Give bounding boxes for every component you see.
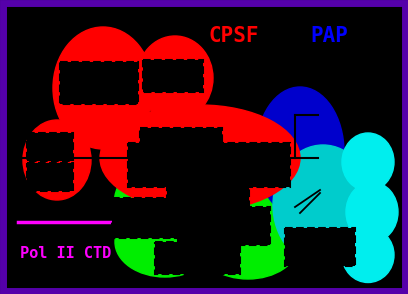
- FancyBboxPatch shape: [155, 242, 240, 274]
- FancyBboxPatch shape: [128, 143, 290, 187]
- Ellipse shape: [137, 36, 213, 120]
- Ellipse shape: [273, 145, 373, 265]
- Ellipse shape: [342, 133, 394, 191]
- Ellipse shape: [198, 211, 298, 279]
- FancyBboxPatch shape: [60, 62, 138, 104]
- FancyBboxPatch shape: [167, 172, 249, 210]
- FancyBboxPatch shape: [27, 163, 73, 191]
- FancyBboxPatch shape: [178, 207, 270, 245]
- Ellipse shape: [53, 27, 153, 149]
- Ellipse shape: [148, 141, 313, 255]
- Ellipse shape: [346, 182, 398, 242]
- FancyBboxPatch shape: [27, 133, 73, 161]
- Ellipse shape: [342, 228, 394, 283]
- FancyBboxPatch shape: [140, 128, 222, 156]
- Ellipse shape: [115, 207, 215, 277]
- Ellipse shape: [114, 159, 206, 251]
- Text: Pol II CTD: Pol II CTD: [20, 246, 111, 261]
- Ellipse shape: [100, 105, 300, 211]
- FancyBboxPatch shape: [285, 228, 355, 266]
- Ellipse shape: [23, 120, 91, 200]
- Text: CPSF: CPSF: [208, 26, 259, 46]
- FancyBboxPatch shape: [112, 198, 182, 238]
- FancyBboxPatch shape: [143, 60, 203, 92]
- Text: PAP: PAP: [310, 26, 348, 46]
- Ellipse shape: [256, 87, 344, 217]
